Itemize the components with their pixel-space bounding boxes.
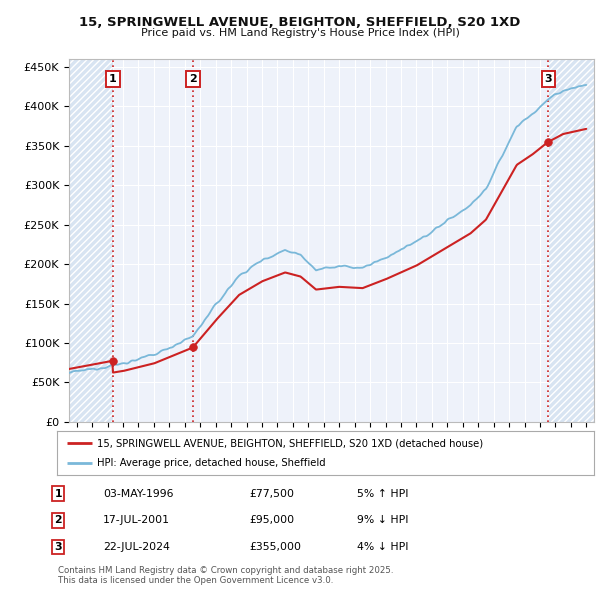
Bar — [69, 59, 113, 422]
Text: 17-JUL-2001: 17-JUL-2001 — [103, 516, 170, 525]
Text: 3: 3 — [55, 542, 62, 552]
Text: £355,000: £355,000 — [249, 542, 301, 552]
Text: 9% ↓ HPI: 9% ↓ HPI — [357, 516, 409, 525]
Text: HPI: Average price, detached house, Sheffield: HPI: Average price, detached house, Shef… — [97, 458, 326, 467]
Text: 3: 3 — [545, 74, 552, 84]
Text: Price paid vs. HM Land Registry's House Price Index (HPI): Price paid vs. HM Land Registry's House … — [140, 28, 460, 38]
Text: 03-MAY-1996: 03-MAY-1996 — [103, 489, 174, 499]
Text: 22-JUL-2024: 22-JUL-2024 — [103, 542, 170, 552]
Text: 15, SPRINGWELL AVENUE, BEIGHTON, SHEFFIELD, S20 1XD: 15, SPRINGWELL AVENUE, BEIGHTON, SHEFFIE… — [79, 16, 521, 29]
Text: £95,000: £95,000 — [249, 516, 294, 525]
Text: 2: 2 — [189, 74, 197, 84]
Bar — [548, 59, 594, 422]
Text: Contains HM Land Registry data © Crown copyright and database right 2025.
This d: Contains HM Land Registry data © Crown c… — [58, 566, 394, 585]
Text: 1: 1 — [109, 74, 117, 84]
Text: 1: 1 — [55, 489, 62, 499]
Text: 5% ↑ HPI: 5% ↑ HPI — [357, 489, 409, 499]
Bar — [548, 59, 594, 422]
Text: £77,500: £77,500 — [249, 489, 294, 499]
Bar — [69, 59, 113, 422]
Text: 15, SPRINGWELL AVENUE, BEIGHTON, SHEFFIELD, S20 1XD (detached house): 15, SPRINGWELL AVENUE, BEIGHTON, SHEFFIE… — [97, 438, 484, 448]
Text: 4% ↓ HPI: 4% ↓ HPI — [357, 542, 409, 552]
Text: 2: 2 — [55, 516, 62, 525]
